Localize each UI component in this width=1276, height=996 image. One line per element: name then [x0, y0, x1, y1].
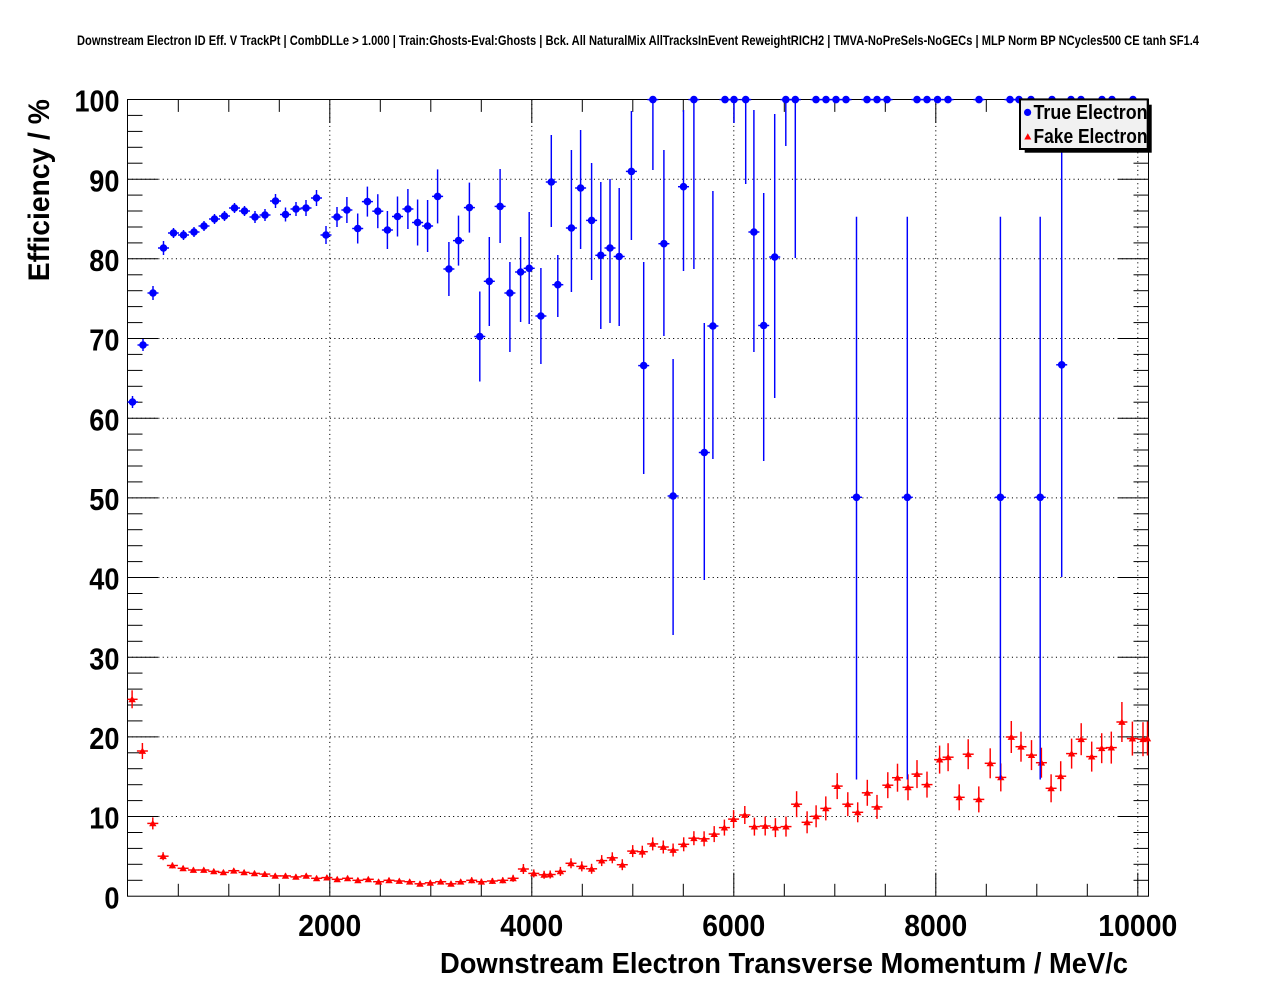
svg-text:8000: 8000 — [904, 909, 967, 943]
svg-text:0: 0 — [104, 881, 119, 915]
svg-text:Downstream Electron ID Eff. V: Downstream Electron ID Eff. V TrackPt | … — [77, 33, 1199, 48]
svg-text:10000: 10000 — [1098, 909, 1177, 943]
svg-text:90: 90 — [89, 164, 119, 198]
svg-text:40: 40 — [89, 563, 119, 597]
svg-text:30: 30 — [89, 642, 119, 676]
svg-text:True Electron: True Electron — [1034, 102, 1148, 124]
svg-text:4000: 4000 — [500, 909, 563, 943]
svg-text:Downstream Electron Transverse: Downstream Electron Transverse Momentum … — [440, 948, 1128, 980]
svg-text:100: 100 — [75, 85, 120, 119]
svg-text:Efficiency / %: Efficiency / % — [23, 99, 56, 281]
svg-text:60: 60 — [89, 403, 119, 437]
svg-text:6000: 6000 — [702, 909, 765, 943]
svg-text:2000: 2000 — [298, 909, 361, 943]
svg-text:50: 50 — [89, 483, 119, 517]
svg-text:Fake Electron: Fake Electron — [1034, 126, 1148, 148]
svg-text:80: 80 — [89, 244, 119, 278]
svg-text:10: 10 — [89, 802, 119, 836]
svg-text:20: 20 — [89, 722, 119, 756]
svg-text:70: 70 — [89, 324, 119, 358]
